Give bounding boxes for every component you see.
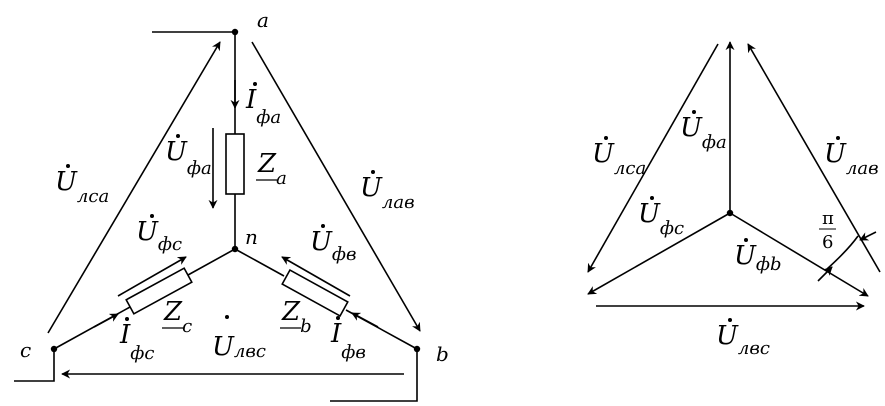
dot-u-fc: [150, 214, 154, 218]
label-z-c: Zc: [163, 297, 192, 337]
phasor-u-fb: [729, 212, 869, 297]
impedance-zb: [281, 269, 349, 317]
phasor-dot-u-fa: [692, 110, 696, 114]
phasor-u-fc: [587, 212, 731, 295]
node-n-label: n: [245, 225, 258, 249]
wire-b-input: [330, 349, 418, 402]
node-c-dot: [50, 345, 58, 353]
phasor-label-u-lbc: Uлвс: [716, 321, 770, 359]
label-i-fc: Iфс: [119, 320, 154, 364]
arrow-i-fb: [351, 312, 379, 328]
label-u-lca: Uлса: [55, 167, 109, 207]
phasor-diagram-labels: Uфа Uлса Uлав Uфс Uфb π 6 Uлвс: [592, 110, 879, 359]
arrow-i-fc: [93, 313, 119, 328]
arrow-u-lab: [251, 41, 421, 332]
star-circuit-labels: a n c b Iфа Uфа Za Uлса Uлав Uфс Uфв Zc …: [20, 8, 449, 366]
phasor-center-dot: [726, 209, 734, 217]
label-i-fb: Iфв: [330, 319, 366, 363]
label-z-b: Zb: [281, 297, 312, 337]
label-u-lbc: Uлвс: [212, 332, 266, 362]
node-a-dot: [231, 28, 239, 36]
phasor-label-u-lab: Uлав: [824, 139, 879, 179]
arrow-u-lca: [47, 41, 221, 334]
label-z-a: Za: [257, 149, 287, 189]
arrow-u-fb: [281, 256, 351, 297]
arrow-u-fc: [117, 256, 187, 297]
dot-i-fb: [336, 316, 340, 320]
dot-u-lbc: [225, 315, 229, 319]
wire-c-input: [14, 349, 55, 382]
dot-u-lab: [371, 170, 375, 174]
dot-u-fb: [321, 224, 325, 228]
label-i-fa: Iфа: [245, 85, 281, 128]
phasor-dot-u-lab: [836, 136, 840, 140]
phasor-dot-u-lca: [604, 136, 608, 140]
wire-c-inner: [187, 248, 236, 276]
phasor-label-u-fb: Uфb: [734, 241, 782, 275]
dot-u-fa: [176, 134, 180, 138]
node-b-dot: [413, 345, 421, 353]
phasor-label-u-fa: Uфа: [680, 113, 727, 153]
label-u-fb: Uфв: [310, 227, 357, 265]
star-circuit: [14, 28, 421, 402]
node-b-label: b: [436, 342, 449, 366]
angle-arrow-upper: [859, 231, 877, 241]
phasor-dot-u-fc: [650, 196, 654, 200]
impedance-zc: [125, 267, 193, 315]
node-a-label: a: [257, 8, 269, 32]
impedance-za: [225, 133, 245, 195]
dot-u-lca: [66, 164, 70, 168]
phasor-label-u-fc: Uфс: [638, 199, 684, 239]
wire-b-inner: [234, 248, 285, 277]
phasor-diagram: [587, 41, 881, 311]
phasor-u-lca: [587, 43, 719, 273]
node-n-dot: [231, 245, 239, 253]
node-c-label: c: [20, 338, 31, 362]
phasor-dot-u-lbc: [728, 318, 732, 322]
angle-arc: [826, 235, 859, 270]
angle-label-numerator: π: [822, 208, 834, 229]
angle-label-denominator: 6: [822, 232, 833, 253]
phasor-dot-u-fb: [744, 238, 748, 242]
dot-i-fc: [125, 317, 129, 321]
phasor-u-lab: [747, 43, 881, 273]
label-u-fc: Uфс: [136, 217, 182, 255]
angle-arrow-lower: [817, 266, 833, 282]
label-u-fa: Uфа: [165, 137, 212, 179]
wire-c-outer: [53, 306, 131, 350]
label-u-lab: Uлав: [360, 173, 415, 213]
phasor-label-u-lca: Uлса: [592, 139, 646, 179]
dot-i-fa: [253, 82, 257, 86]
